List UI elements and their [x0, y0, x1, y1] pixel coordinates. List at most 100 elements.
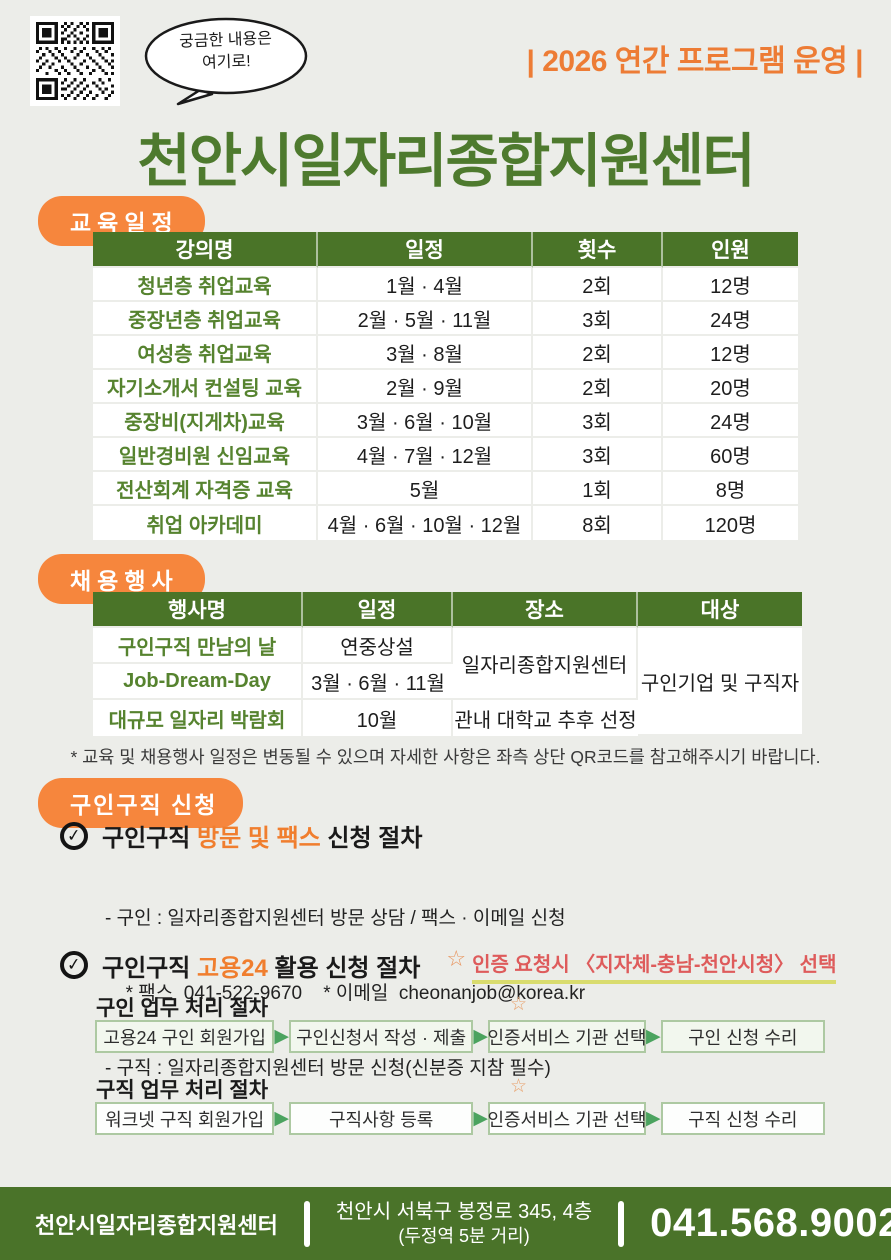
table-row: Job-Dream-Day 3월 · 6월 · 11월 — [93, 664, 802, 700]
flow-step: 인증서비스 기관 선택 — [487, 1102, 646, 1135]
table-row: 청년층 취업교육 1월 · 4월 2회 12명 — [93, 268, 798, 302]
course-name: 자기소개서 컨설팅 교육 — [93, 370, 318, 404]
speech-bubble-text: 궁금한 내용은 여기로! — [141, 27, 310, 77]
star-icon: ☆ — [509, 1076, 527, 1097]
flow-step: 인증서비스 기관 선택 — [487, 1020, 646, 1053]
detail-line: - 구직 : 일자리종합지원센터 방문 신청(신분증 지참 필수) — [105, 1058, 551, 1079]
title-pre: 구인구직 — [102, 825, 197, 852]
footer-phone-number: 041.568.9002~6 — [650, 1201, 891, 1245]
course-name: 취업 아카데미 — [93, 506, 318, 540]
event-name: Job-Dream-Day — [93, 664, 303, 700]
auth-selection-note: ☆ 인증 요청시 〈지자체-충남-천안시청〉 선택 — [446, 946, 837, 984]
course-name: 중장년층 취업교육 — [93, 302, 318, 336]
col-header: 행사명 — [93, 592, 303, 628]
title-post: 신청 절차 — [320, 825, 423, 852]
education-table: 강의명 일정 횟수 인원 청년층 취업교육 1월 · 4월 2회 12명 중장년층 취… — [93, 232, 798, 540]
flow-step: 구인 신청 수리 — [660, 1020, 825, 1053]
arrow-right-icon: ▶ — [473, 1026, 488, 1047]
footer-bar: 천안시일자리종합지원센터 천안시 서북구 봉정로 345, 4층 (두정역 5분… — [0, 1187, 891, 1260]
course-schedule: 4월 · 6월 · 10월 · 12월 — [318, 506, 533, 540]
program-year-label: | 2026 연간 프로그램 운영 | — [526, 45, 864, 78]
course-count: 2회 — [533, 370, 663, 404]
footer-divider — [618, 1200, 625, 1247]
course-schedule: 3월 · 6월 · 10월 — [318, 404, 533, 438]
arrow-right-icon: ▶ — [645, 1108, 661, 1129]
jobseeker-flow-title: 구직 업무 처리 절차 — [96, 1079, 269, 1102]
flow-step: 고용24 구인 회원가입 — [95, 1020, 275, 1053]
event-place: 관내 대학교 추후 선정 — [454, 709, 637, 732]
title-post: 활용 신청 절차 — [267, 954, 421, 982]
flow-step: 구인신청서 작성 · 제출 — [288, 1020, 474, 1053]
flow-step: 구직사항 등록 — [288, 1102, 474, 1135]
course-schedule: 3월 · 8월 — [318, 336, 533, 370]
course-capacity: 24명 — [663, 302, 798, 336]
education-header-row: 강의명 일정 횟수 인원 — [93, 232, 798, 268]
flow-step-wrap: ☆ 인증서비스 기관 선택 — [487, 1076, 646, 1135]
flow-step: 워크넷 구직 회원가입 — [95, 1102, 275, 1135]
employer-flow-title: 구인 업무 처리 절차 — [96, 997, 269, 1020]
course-name: 여성층 취업교육 — [93, 336, 318, 370]
course-capacity: 8명 — [663, 472, 798, 506]
event-name: 대규모 일자리 박람회 — [93, 700, 303, 736]
col-header: 인원 — [663, 232, 798, 268]
table-row: 중장비(지게차)교육 3월 · 6월 · 10월 3회 24명 — [93, 404, 798, 438]
table-row: 취업 아카데미 4월 · 6월 · 10월 · 12월 8회 120명 — [93, 506, 798, 540]
star-icon: ☆ — [509, 994, 527, 1015]
footer-address: 천안시 서북구 봉정로 345, 4층 (두정역 5분 거리) — [336, 1200, 592, 1248]
course-name: 중장비(지게차)교육 — [93, 404, 318, 438]
arrow-right-icon: ▶ — [274, 1108, 289, 1129]
table-row: 중장년층 취업교육 2월 · 5월 · 11월 3회 24명 — [93, 302, 798, 336]
footer-center-name: 천안시일자리종합지원센터 — [35, 1212, 278, 1238]
page-title: 천안시일자리종합지원센터 — [137, 129, 755, 194]
event-schedule: 10월 — [303, 700, 453, 736]
visit-apply-heading: ✓ 구인구직 방문 및 팩스 신청 절차 — [58, 818, 423, 853]
col-header: 대상 — [638, 592, 802, 628]
course-schedule: 5월 — [318, 472, 533, 506]
schedule-change-footnote: * 교육 및 채용행사 일정은 변동될 수 있으며 자세한 사항은 좌측 상단 … — [70, 747, 821, 767]
employer-flow: 고용24 구인 회원가입 ▶ 구인신청서 작성 · 제출 ▶ ☆ 인증서비스 기… — [95, 994, 825, 1053]
qr-code-image — [36, 22, 114, 100]
arrow-right-icon: ▶ — [645, 1026, 661, 1047]
title-accent: 고용24 — [197, 954, 268, 982]
footer-divider — [303, 1200, 310, 1247]
visit-apply-details: - 구인 : 일자리종합지원센터 방문 상담 / 팩스 · 이메일 신청 * 팩… — [105, 856, 585, 1131]
course-schedule: 2월 · 9월 — [318, 370, 533, 404]
jobseeker-flow: 워크넷 구직 회원가입 ▶ 구직사항 등록 ▶ ☆ 인증서비스 기관 선택 ▶ … — [95, 1076, 825, 1135]
arrow-right-icon: ▶ — [473, 1108, 488, 1129]
course-schedule: 1월 · 4월 — [318, 268, 533, 302]
col-header: 횟수 — [533, 232, 663, 268]
course-capacity: 12명 — [663, 268, 798, 302]
table-row: 구인구직 만남의 날 연중상설 일자리종합지원센터 구인기업 및 구직자 — [93, 628, 802, 736]
table-row: 일반경비원 신임교육 4월 · 7월 · 12월 3회 60명 — [93, 438, 798, 472]
flow-step: 구직 신청 수리 — [660, 1102, 825, 1135]
qr-code — [30, 16, 120, 106]
event-schedule: 연중상설 — [303, 628, 453, 664]
table-row: 자기소개서 컨설팅 교육 2월 · 9월 2회 20명 — [93, 370, 798, 404]
check-circle-icon: ✓ — [58, 949, 90, 981]
course-capacity: 24명 — [663, 404, 798, 438]
event-place-merged: 일자리종합지원센터 — [453, 628, 638, 700]
course-count: 3회 — [533, 302, 663, 336]
auth-selection-text: 인증 요청시 〈지자체-충남-천안시청〉 선택 — [472, 948, 837, 984]
course-count: 2회 — [533, 268, 663, 302]
star-icon: ☆ — [446, 946, 467, 971]
course-name: 일반경비원 신임교육 — [93, 438, 318, 472]
table-row: 여성층 취업교육 3월 · 8월 2회 12명 — [93, 336, 798, 370]
table-row: 전산회계 자격증 교육 5월 1회 8명 — [93, 472, 798, 506]
check-circle-icon: ✓ — [58, 820, 90, 851]
event-target-merged: 구인기업 및 구직자 — [638, 628, 802, 736]
course-capacity: 12명 — [663, 336, 798, 370]
flow-step-wrap: ☆ 인증서비스 기관 선택 — [487, 994, 646, 1053]
event-name: 구인구직 만남의 날 — [93, 628, 303, 664]
course-name: 청년층 취업교육 — [93, 268, 318, 302]
course-capacity: 60명 — [663, 438, 798, 472]
course-count: 8회 — [533, 506, 663, 540]
online-apply-heading: ✓ 구인구직 고용24 활용 신청 절차 ☆ 인증 요청시 〈지자체-충남-천안… — [58, 946, 837, 984]
online-apply-title: 구인구직 고용24 활용 신청 절차 — [102, 948, 420, 983]
title-accent: 방문 및 팩스 — [197, 825, 321, 852]
address-line-2: (두정역 5분 거리) — [398, 1225, 530, 1246]
course-name: 전산회계 자격증 교육 — [93, 472, 318, 506]
col-header: 장소 — [453, 592, 638, 628]
course-count: 2회 — [533, 336, 663, 370]
